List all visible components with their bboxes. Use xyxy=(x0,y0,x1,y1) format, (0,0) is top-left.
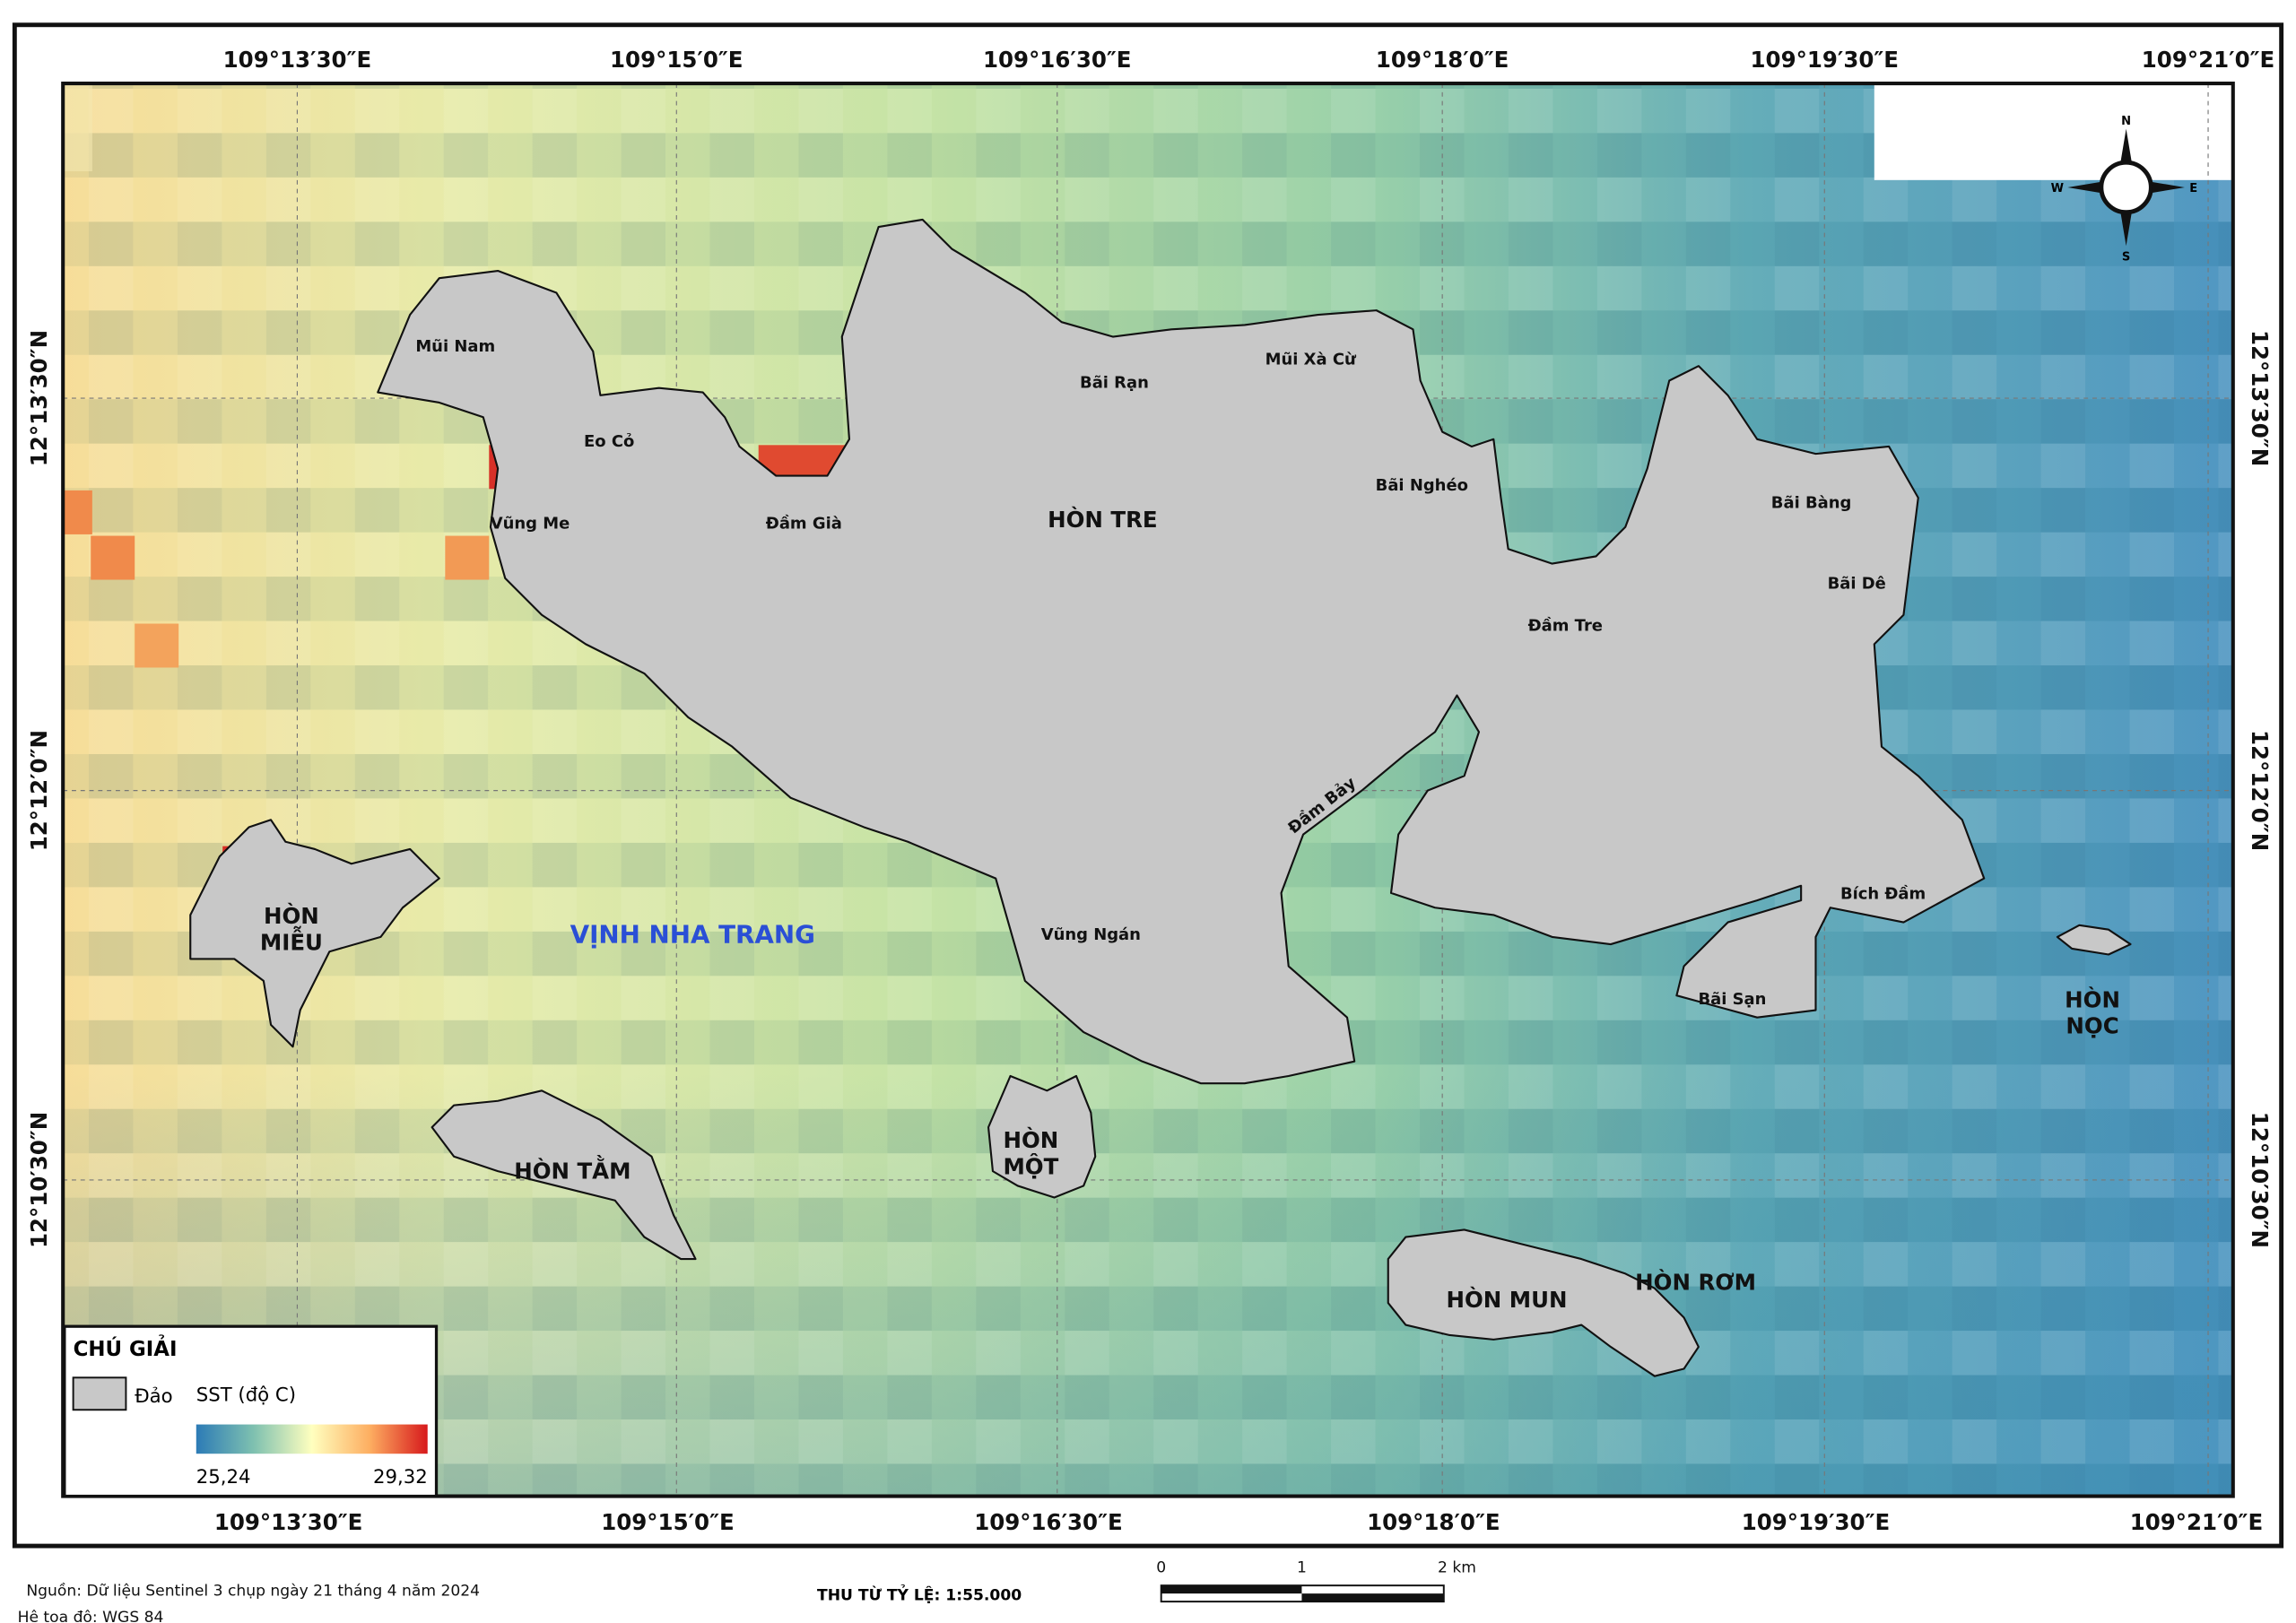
compass-label: S xyxy=(2122,251,2130,265)
hon-tre-shape xyxy=(377,218,1986,1085)
scale-label: 2 km xyxy=(1438,1558,1476,1576)
bay-label: VỊNH NHA TRANG xyxy=(570,919,815,949)
lon-tick-label: 109°15′0″E xyxy=(610,47,744,73)
place-label: Mũi Xà Cừ xyxy=(1265,351,1357,369)
island-label: HÒN MIỄU xyxy=(260,902,323,955)
hon-mot-shape xyxy=(987,1074,1097,1199)
place-label: Bãi Bàng xyxy=(1771,494,1852,513)
map-frame xyxy=(61,82,2235,1498)
hon-tam-shape xyxy=(430,1089,697,1261)
place-label: Eo Cỏ xyxy=(584,432,634,451)
island-label: HÒN MỘT xyxy=(1003,1126,1058,1179)
lon-tick-label: 109°13′30″E xyxy=(214,1509,363,1535)
lon-tick-label: 109°19′30″E xyxy=(1742,1509,1891,1535)
label-line: HÒN xyxy=(264,902,319,929)
lon-tick-label: 109°16′30″E xyxy=(983,47,1132,73)
lon-tick-label: 109°21′0″E xyxy=(2142,47,2275,73)
scale-text: THU TỪ TỶ LỆ: 1:55.000 xyxy=(817,1584,1022,1604)
place-label: Bãi Nghéo xyxy=(1376,476,1468,495)
scale-label: 1 xyxy=(1297,1558,1307,1576)
compass-label: W xyxy=(2051,182,2064,195)
island-label: HÒN TẰM xyxy=(514,1154,631,1184)
hon-mieu-shape xyxy=(189,819,440,1048)
lon-tick-label: 109°21′0″E xyxy=(2130,1509,2264,1535)
compass-label: E xyxy=(2189,182,2197,195)
lon-tick-label: 109°15′0″E xyxy=(601,1509,735,1535)
island-label: HÒN TRE xyxy=(1048,506,1158,533)
scale-label: 0 xyxy=(1156,1558,1166,1576)
hon-mun-shape xyxy=(1387,1228,1700,1377)
legend-max: 29,32 xyxy=(373,1466,428,1488)
island-label: HÒN NỌC xyxy=(2065,985,2120,1038)
lat-tick-label: 12°10′30″N xyxy=(2247,1112,2273,1248)
place-label: Vũng Ngán xyxy=(1041,925,1141,944)
place-label: Bích Đầm xyxy=(1840,884,1926,903)
lon-tick-label: 109°18′0″E xyxy=(1367,1509,1500,1535)
label-line: MIỄU xyxy=(260,926,323,956)
place-label: Mũi Nam xyxy=(415,337,495,356)
islands xyxy=(189,218,2132,1377)
place-label: Đầm Tre xyxy=(1528,617,1603,636)
legend-label: SST (độ C) xyxy=(196,1384,296,1406)
map-layout: 109°13′30″E 109°15′0″E 109°16′30″E 109°1… xyxy=(12,22,2284,1623)
lat-tick-label: 12°10′30″N xyxy=(26,1112,52,1248)
lon-tick-label: 109°19′30″E xyxy=(1751,47,1900,73)
lat-tick-label: 12°12′0″N xyxy=(2247,730,2273,851)
place-label: Bãi Rạn xyxy=(1080,374,1149,393)
hon-noc-shape xyxy=(2056,924,2132,956)
lat-tick-label: 12°13′30″N xyxy=(2247,330,2273,466)
source: Nguồn: Dữ liệu Sentinel 3 chụp ngày 21 t… xyxy=(26,1582,480,1601)
lon-tick-label: 109°18′0″E xyxy=(1376,47,1509,73)
legend-label: Đảo xyxy=(135,1385,172,1408)
place-label: Bãi Dê xyxy=(1828,574,1886,593)
lat-tick-label: 12°12′0″N xyxy=(26,730,52,851)
label-line: NỌC xyxy=(2066,1013,2118,1039)
place-label: Bãi Sạn xyxy=(1698,990,1766,1009)
place-label: Vũng Me xyxy=(491,514,570,533)
lon-tick-label: 109°13′30″E xyxy=(223,47,372,73)
place-labels: Mũi Nam Eo Cỏ Vũng Me Đầm Già HÒN TRE Bã… xyxy=(260,337,2120,1313)
island-label: HÒN RƠM xyxy=(1635,1268,1756,1295)
lon-tick-label: 109°16′30″E xyxy=(974,1509,1123,1535)
compass-label: N xyxy=(2121,115,2131,128)
footer: Nguồn: Dữ liệu Sentinel 3 chụp ngày 21 t… xyxy=(18,1558,1476,1623)
legend-title: CHÚ GIẢI xyxy=(74,1334,178,1361)
crs: Hệ toạ độ: WGS 84 xyxy=(18,1609,164,1623)
place-label: Đầm Già xyxy=(766,514,842,533)
label-line: MỘT xyxy=(1003,1152,1058,1179)
legend-min: 25,24 xyxy=(196,1466,251,1488)
latitude-ticks: 12°13′30″N 12°12′0″N 12°10′30″N 12°13′30… xyxy=(26,330,2273,1248)
island-label: HÒN MUN xyxy=(1447,1286,1568,1313)
legend: CHÚ GIẢI Đảo SST (độ C) 25,24 29,32 xyxy=(63,1324,439,1498)
label-line: HÒN xyxy=(1004,1126,1059,1153)
longitude-ticks: 109°13′30″E 109°15′0″E 109°16′30″E 109°1… xyxy=(214,47,2274,1535)
label-line: HÒN xyxy=(2065,985,2120,1012)
compass: N S W E xyxy=(2051,115,2198,265)
lat-tick-label: 12°13′30″N xyxy=(26,330,52,466)
